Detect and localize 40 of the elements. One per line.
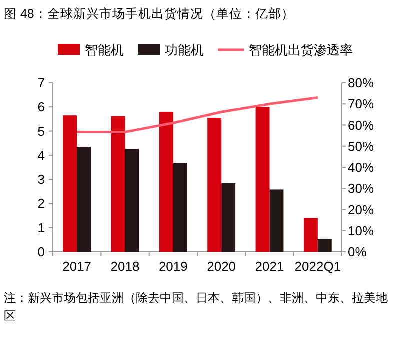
y2-tick-label: 50% <box>348 138 374 154</box>
bar <box>222 183 236 252</box>
x-tick-label: 2019 <box>158 259 188 274</box>
y-tick-label: 0 <box>38 244 45 260</box>
legend-label: 智能机出货渗透率 <box>249 42 353 58</box>
bar <box>159 112 174 252</box>
y2-tick-label: 10% <box>348 223 374 238</box>
chart-title: 图 48：全球新兴市场手机出货情况（单位：亿部） <box>4 7 294 21</box>
bar <box>77 146 92 252</box>
y2-tick-label: 60% <box>348 118 374 133</box>
y-tick-label: 7 <box>38 76 45 90</box>
x-tick-label: 2021 <box>255 259 284 274</box>
x-tick-label: 2017 <box>62 259 92 274</box>
bar <box>318 239 332 252</box>
y2-tick-label: 80% <box>348 76 374 90</box>
bar <box>304 218 318 252</box>
y2-tick-label: 70% <box>348 96 374 112</box>
y-tick-label: 5 <box>38 124 45 139</box>
x-tick-label: 2018 <box>110 259 140 274</box>
y-tick-label: 3 <box>38 172 45 188</box>
bar <box>270 190 284 252</box>
y2-tick-label: 40% <box>348 160 374 175</box>
y-tick-label: 1 <box>38 220 45 236</box>
bar <box>63 116 78 252</box>
y-tick-label: 4 <box>38 148 45 163</box>
legend-label: 功能机 <box>165 42 204 58</box>
y-tick-label: 6 <box>38 100 45 115</box>
y2-tick-label: 0% <box>348 244 368 260</box>
bar <box>173 163 188 252</box>
bar <box>208 118 222 252</box>
bar <box>256 107 270 252</box>
y2-tick-label: 30% <box>348 181 374 196</box>
bar <box>111 116 126 252</box>
legend-label: 智能机 <box>85 42 124 58</box>
text: 注：新兴市场包括亚洲（除去中国、日本、韩国）、非洲、中东、拉美地区 <box>4 291 388 323</box>
y-tick-label: 2 <box>38 196 45 212</box>
y2-tick-label: 20% <box>348 202 374 218</box>
x-tick-label: 2022Q1 <box>294 259 342 274</box>
bar <box>125 149 140 252</box>
x-tick-label: 2020 <box>207 259 236 274</box>
